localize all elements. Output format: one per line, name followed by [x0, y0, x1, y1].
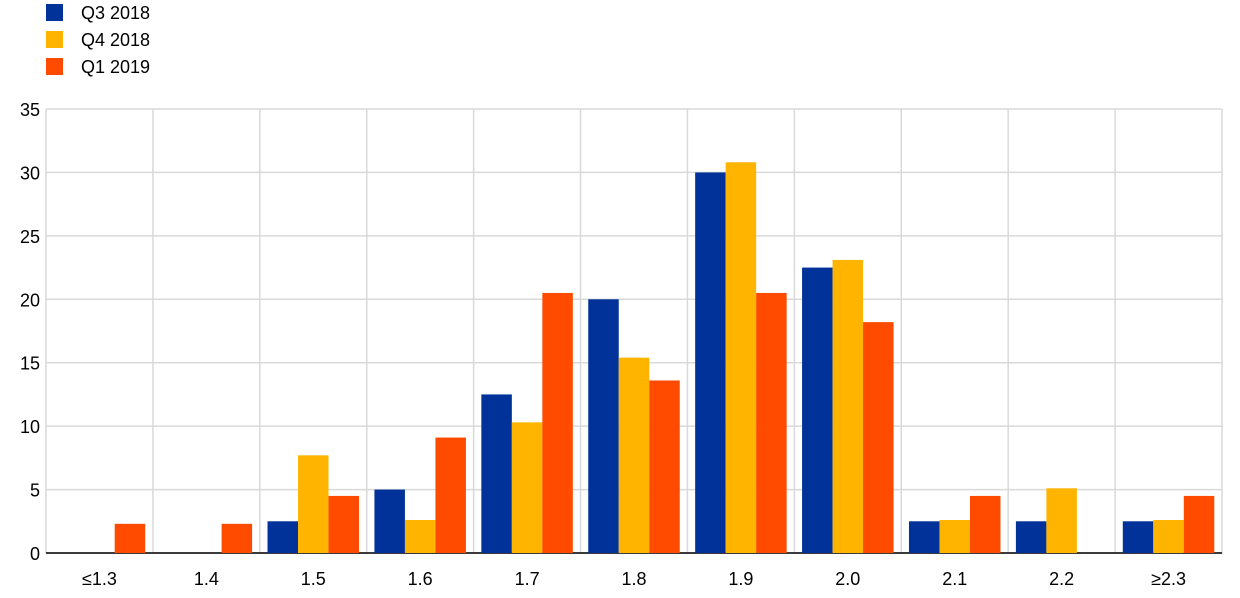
bar	[328, 495, 360, 553]
bar	[802, 267, 833, 553]
bars	[114, 162, 1215, 553]
x-tick-label: ≥2.3	[1151, 569, 1186, 589]
bar	[588, 299, 619, 553]
bar	[1015, 521, 1047, 553]
bar	[298, 455, 329, 553]
legend-swatch	[46, 4, 63, 21]
y-tick-label: 35	[20, 100, 40, 120]
x-tick-label: 1.4	[194, 569, 219, 589]
bar	[481, 394, 512, 553]
bar	[939, 520, 970, 553]
bar	[435, 437, 466, 553]
bar	[1183, 495, 1215, 553]
x-tick-label: ≤1.3	[82, 569, 117, 589]
legend-swatch	[46, 58, 63, 75]
legend-label: Q3 2018	[81, 3, 150, 23]
bar	[267, 521, 299, 553]
y-tick-label: 30	[20, 163, 40, 183]
y-tick-label: 0	[30, 544, 40, 564]
bar	[969, 495, 1001, 553]
bar	[908, 521, 940, 553]
x-tick-label: 1.6	[408, 569, 433, 589]
bar	[1153, 520, 1184, 553]
x-tick-label: 1.7	[515, 569, 540, 589]
bar	[542, 292, 573, 553]
x-tick-label: 2.0	[835, 569, 860, 589]
x-axis: ≤1.3 1.4 1.5 1.6 1.7 1.8 1.9 2.0 2.1 2.2 ≥2.3	[46, 552, 1222, 589]
y-tick-label: 20	[20, 290, 40, 310]
x-tick-label: 1.8	[621, 569, 646, 589]
bar	[863, 322, 894, 553]
bar	[649, 380, 680, 553]
legend: Q3 2018 Q4 2018 Q1 2019	[46, 3, 150, 77]
y-tick-label: 15	[20, 354, 40, 374]
y-tick-label: 25	[20, 227, 40, 247]
bar	[511, 422, 543, 553]
bar	[695, 172, 726, 553]
bar	[1122, 521, 1154, 553]
bar	[756, 292, 787, 553]
bar	[114, 523, 146, 553]
bar	[221, 523, 253, 553]
y-axis: 0 5 10 15 20 25 30 35	[20, 100, 40, 564]
bar	[618, 357, 650, 553]
legend-swatch	[46, 31, 63, 48]
y-tick-label: 10	[20, 417, 40, 437]
bar	[1046, 488, 1077, 553]
bar	[374, 489, 405, 553]
x-tick-label: 1.5	[301, 569, 326, 589]
x-tick-label: 1.9	[728, 569, 753, 589]
x-tick-label: 2.1	[942, 569, 967, 589]
legend-label: Q1 2019	[81, 57, 150, 77]
y-tick-label: 5	[30, 481, 40, 501]
x-tick-label: 2.2	[1049, 569, 1074, 589]
bar	[832, 259, 864, 553]
legend-label: Q4 2018	[81, 30, 150, 50]
bar	[404, 520, 436, 553]
grid-lines	[45, 108, 1223, 554]
bar	[725, 162, 757, 553]
